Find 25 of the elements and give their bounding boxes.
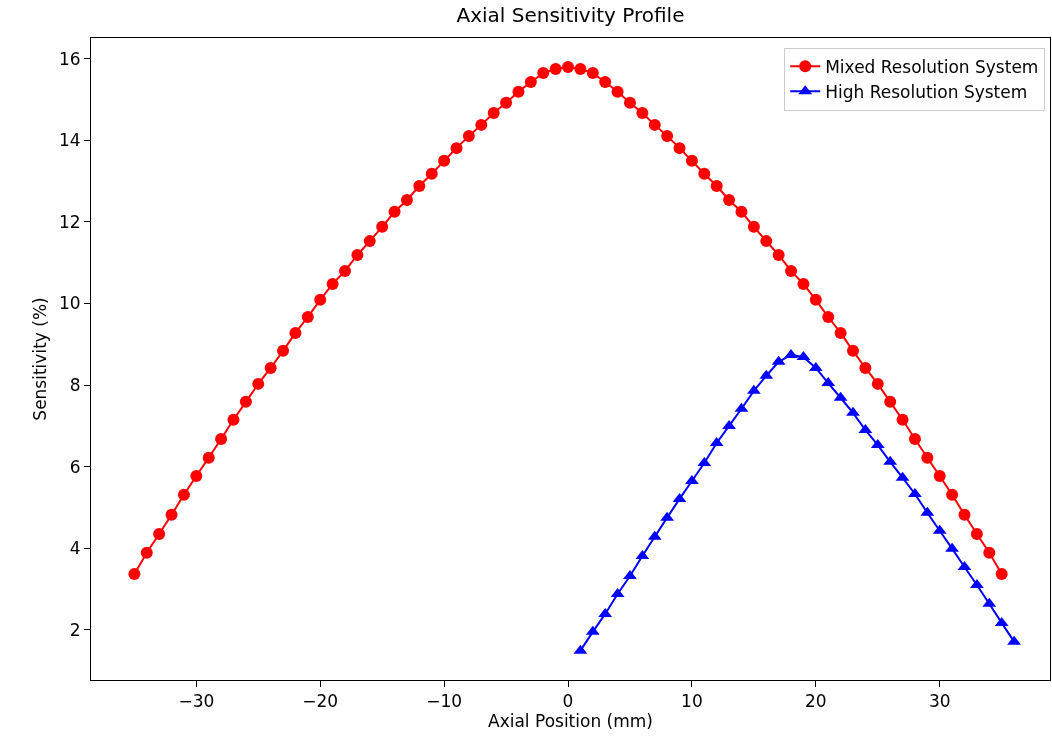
legend-label: High Resolution System bbox=[825, 81, 1028, 102]
x-tick-label: 30 bbox=[928, 691, 951, 712]
point bbox=[623, 569, 637, 579]
chart-title: Axial Sensitivity Profile bbox=[456, 3, 685, 27]
y-axis-title: Sensitivity (%) bbox=[29, 297, 50, 421]
y-tick-label: 12 bbox=[58, 211, 81, 232]
y-tick-label: 2 bbox=[69, 619, 81, 640]
y-tick-label: 14 bbox=[58, 130, 81, 151]
point bbox=[1007, 635, 1021, 645]
y-tick-label: 8 bbox=[69, 375, 81, 396]
y-tick-label: 10 bbox=[58, 293, 81, 314]
x-tick-label: 10 bbox=[681, 691, 703, 712]
x-tick-label: −10 bbox=[426, 691, 463, 712]
x-axis-title: Axial Position (mm) bbox=[488, 711, 653, 732]
y-tick-label: 6 bbox=[69, 456, 81, 477]
point bbox=[846, 406, 860, 416]
x-tick-label: −30 bbox=[178, 691, 215, 712]
x-tick-label: 0 bbox=[562, 691, 574, 712]
legend-label: Mixed Resolution System bbox=[825, 56, 1039, 77]
y-tick-label: 4 bbox=[69, 538, 81, 559]
x-tick-label: 20 bbox=[805, 691, 827, 712]
x-tick-label: −20 bbox=[302, 691, 339, 712]
point bbox=[784, 348, 798, 358]
point bbox=[908, 488, 922, 498]
y-tick-label: 16 bbox=[58, 48, 81, 69]
